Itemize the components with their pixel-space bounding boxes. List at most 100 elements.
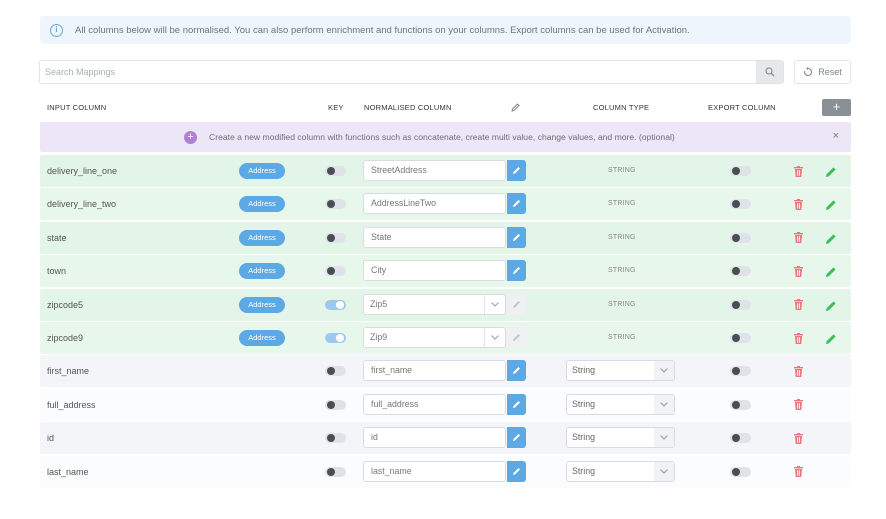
toggle-knob [732, 334, 740, 342]
edit-normalised-button[interactable] [507, 427, 526, 449]
chevron-down-icon[interactable] [654, 361, 674, 381]
export-toggle[interactable] [730, 266, 751, 277]
trash-icon[interactable] [793, 299, 804, 311]
address-badge[interactable]: Address [239, 296, 285, 313]
trash-icon[interactable] [793, 232, 804, 244]
chevron-down-icon[interactable] [654, 394, 674, 414]
search-bar [39, 60, 784, 84]
export-toggle[interactable] [730, 466, 751, 477]
trash-icon[interactable] [793, 466, 804, 478]
pencil-icon[interactable] [825, 198, 837, 211]
table-row: state Address State STRING [40, 221, 851, 254]
column-type-value: String [572, 398, 595, 409]
normalised-column-select[interactable]: Zip9 [363, 327, 506, 348]
address-badge[interactable]: Address [239, 263, 285, 280]
edit-normalised-button[interactable] [507, 260, 526, 282]
edit-normalised-button[interactable] [507, 226, 526, 248]
trash-icon[interactable] [793, 432, 804, 444]
header-input-column: INPUT COLUMN [47, 103, 107, 112]
create-bar-text: Create a new modified column with functi… [209, 132, 675, 142]
pencil-icon[interactable] [825, 265, 837, 278]
trash-icon[interactable] [793, 399, 804, 411]
header-edit-icon[interactable] [511, 103, 520, 112]
key-toggle[interactable] [325, 366, 346, 377]
column-type-select[interactable]: String [566, 427, 675, 449]
key-toggle[interactable] [325, 199, 346, 210]
toggle-knob [327, 167, 335, 175]
normalised-column-select[interactable]: Zip5 [363, 293, 506, 315]
trash-icon[interactable] [793, 198, 804, 210]
normalised-column-input[interactable]: id [363, 427, 506, 449]
key-toggle[interactable] [325, 232, 346, 243]
normalised-column-input[interactable]: City [363, 260, 506, 282]
toggle-knob [732, 300, 740, 309]
key-toggle[interactable] [325, 299, 346, 310]
export-toggle[interactable] [730, 433, 751, 444]
add-circle-icon[interactable]: + [184, 130, 197, 144]
column-type-text: STRING [608, 200, 636, 208]
edit-normalised-button[interactable] [507, 193, 526, 215]
column-type-select[interactable]: String [566, 360, 675, 382]
normalised-column-input[interactable]: last_name [363, 460, 506, 482]
trash-icon[interactable] [793, 365, 804, 377]
edit-normalised-button[interactable] [507, 393, 526, 415]
add-column-button[interactable]: + [822, 99, 851, 116]
normalised-column-input[interactable]: first_name [363, 360, 506, 382]
key-toggle[interactable] [325, 333, 346, 343]
normalised-column-input[interactable]: AddressLineTwo [363, 193, 506, 215]
search-button[interactable] [756, 61, 783, 83]
address-badge[interactable]: Address [239, 196, 285, 213]
pencil-icon[interactable] [825, 332, 837, 344]
pencil-icon[interactable] [825, 165, 837, 177]
normalised-column-input[interactable]: State [363, 226, 506, 248]
edit-normalised-button[interactable] [507, 360, 526, 382]
trash-icon[interactable] [793, 265, 804, 277]
input-column-name: delivery_line_one [47, 166, 118, 176]
key-toggle[interactable] [325, 166, 346, 176]
search-input[interactable] [40, 61, 756, 83]
address-badge[interactable]: Address [239, 330, 285, 346]
key-toggle[interactable] [325, 266, 346, 277]
toggle-knob [732, 434, 740, 443]
normalised-column-input[interactable]: full_address [363, 393, 506, 415]
create-column-bar[interactable]: + Create a new modified column with func… [40, 122, 851, 152]
column-type-text: STRING [608, 334, 636, 341]
chevron-down-icon[interactable] [654, 428, 674, 448]
toggle-knob [336, 334, 344, 342]
trash-icon[interactable] [793, 165, 804, 177]
key-toggle[interactable] [325, 433, 346, 444]
export-toggle[interactable] [730, 299, 751, 310]
input-column-name: state [47, 232, 67, 243]
info-banner: i All columns below will be normalised. … [40, 16, 851, 44]
toggle-knob [732, 400, 740, 409]
chevron-down-icon[interactable] [484, 294, 505, 314]
export-toggle[interactable] [730, 166, 751, 176]
trash-icon[interactable] [793, 332, 804, 344]
pencil-icon[interactable] [825, 232, 837, 244]
export-toggle[interactable] [730, 199, 751, 210]
pencil-icon[interactable] [825, 299, 837, 311]
reset-button[interactable]: Reset [794, 60, 851, 84]
column-type-select[interactable]: String [566, 393, 675, 415]
chevron-down-icon[interactable] [654, 461, 674, 481]
close-icon[interactable]: × [832, 130, 839, 142]
key-toggle[interactable] [325, 399, 346, 410]
address-badge[interactable]: Address [239, 229, 285, 246]
export-toggle[interactable] [730, 366, 751, 377]
toggle-knob [327, 267, 335, 276]
normalised-column-value: Zip9 [370, 332, 388, 342]
info-icon: i [50, 23, 63, 37]
table-row: zipcode9 Address Zip9 STRING [40, 322, 851, 354]
export-toggle[interactable] [730, 232, 751, 243]
export-toggle[interactable] [730, 333, 751, 343]
edit-normalised-button[interactable] [507, 160, 526, 181]
address-badge[interactable]: Address [239, 163, 285, 179]
toggle-knob [327, 233, 335, 242]
normalised-column-input[interactable]: StreetAddress [363, 160, 506, 181]
input-column-name: last_name [47, 466, 89, 477]
edit-normalised-button[interactable] [507, 460, 526, 482]
key-toggle[interactable] [325, 466, 346, 477]
chevron-down-icon[interactable] [484, 328, 505, 347]
column-type-select[interactable]: String [566, 460, 675, 482]
export-toggle[interactable] [730, 399, 751, 410]
